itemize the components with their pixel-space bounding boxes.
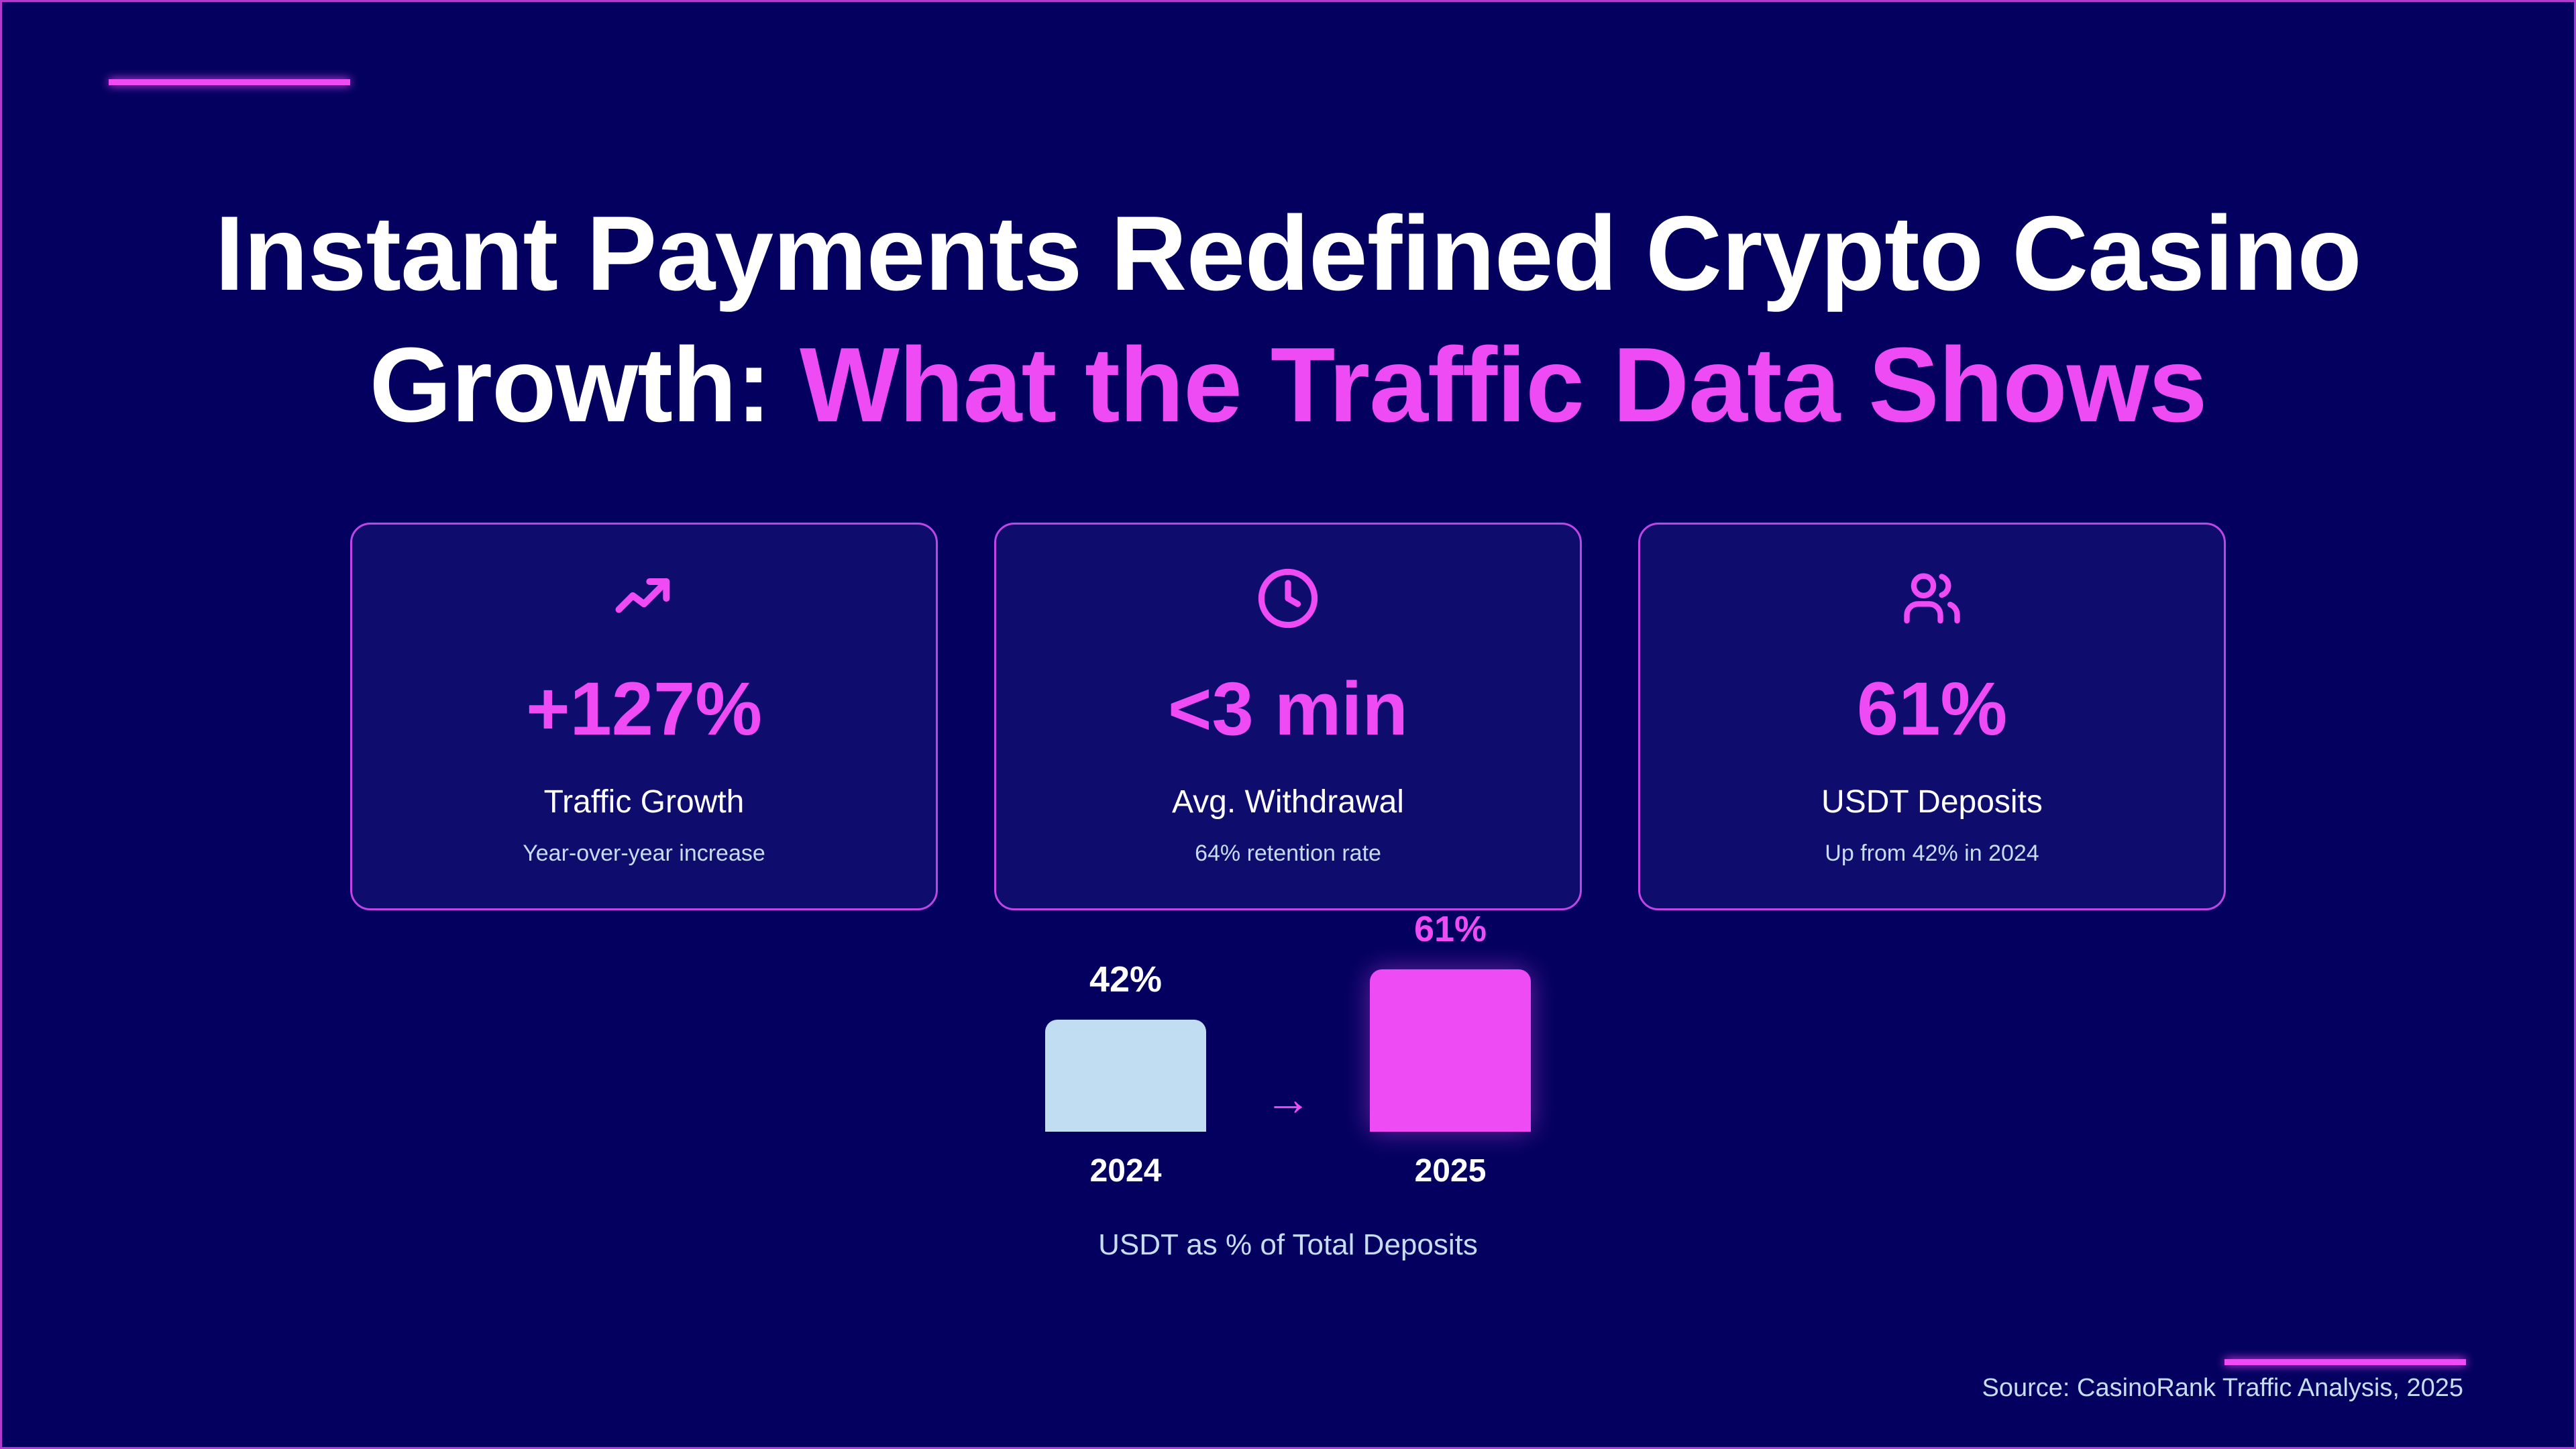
- stat-card-usdt-deposits: 61% USDT Deposits Up from 42% in 2024: [1638, 523, 2226, 910]
- stat-label: Avg. Withdrawal: [1172, 784, 1404, 820]
- year-label-2024: 2024: [1089, 1153, 1162, 1189]
- bar-label-2024: 42%: [1089, 959, 1163, 1000]
- source-note: Source: CasinoRank Traffic Analysis, 202…: [1982, 1374, 2463, 1402]
- stat-card-traffic-growth: +127% Traffic Growth Year-over-year incr…: [350, 523, 938, 910]
- stat-value: <3 min: [1168, 667, 1408, 751]
- bar-2025: [1370, 969, 1531, 1132]
- stat-subtext: 64% retention rate: [1195, 841, 1381, 866]
- bar-label-2025: 61%: [1413, 908, 1487, 949]
- title-highlight: What the Traffic Data Shows: [799, 326, 2208, 444]
- chart-caption: USDT as % of Total Deposits: [1098, 1228, 1478, 1261]
- stat-subtext: Year-over-year increase: [523, 841, 765, 866]
- title-line-2: Growth: What the Traffic Data Shows: [0, 319, 2576, 451]
- stat-label: USDT Deposits: [1821, 784, 2043, 820]
- stat-value: 61%: [1856, 667, 2008, 751]
- title-plain: Growth:: [369, 326, 800, 444]
- accent-line-bottom: [2224, 1359, 2466, 1365]
- trending-up-icon: [615, 578, 670, 613]
- stat-card-avg-withdrawal: <3 min Avg. Withdrawal 64% retention rat…: [994, 523, 1582, 910]
- year-label-2025: 2025: [1414, 1153, 1487, 1189]
- bar-2024: [1045, 1020, 1206, 1132]
- stat-label: Traffic Growth: [543, 784, 745, 820]
- page-title: Instant Payments Redefined Crypto Casino…: [0, 188, 2576, 451]
- arrow-icon: →: [1265, 1073, 1311, 1125]
- users-icon: [1904, 573, 1960, 624]
- accent-line-top: [109, 79, 350, 85]
- stat-subtext: Up from 42% in 2024: [1825, 841, 2039, 866]
- stat-value: +127%: [526, 667, 762, 751]
- title-line-1: Instant Payments Redefined Crypto Casino: [215, 195, 2362, 313]
- clock-icon: [1258, 568, 1318, 629]
